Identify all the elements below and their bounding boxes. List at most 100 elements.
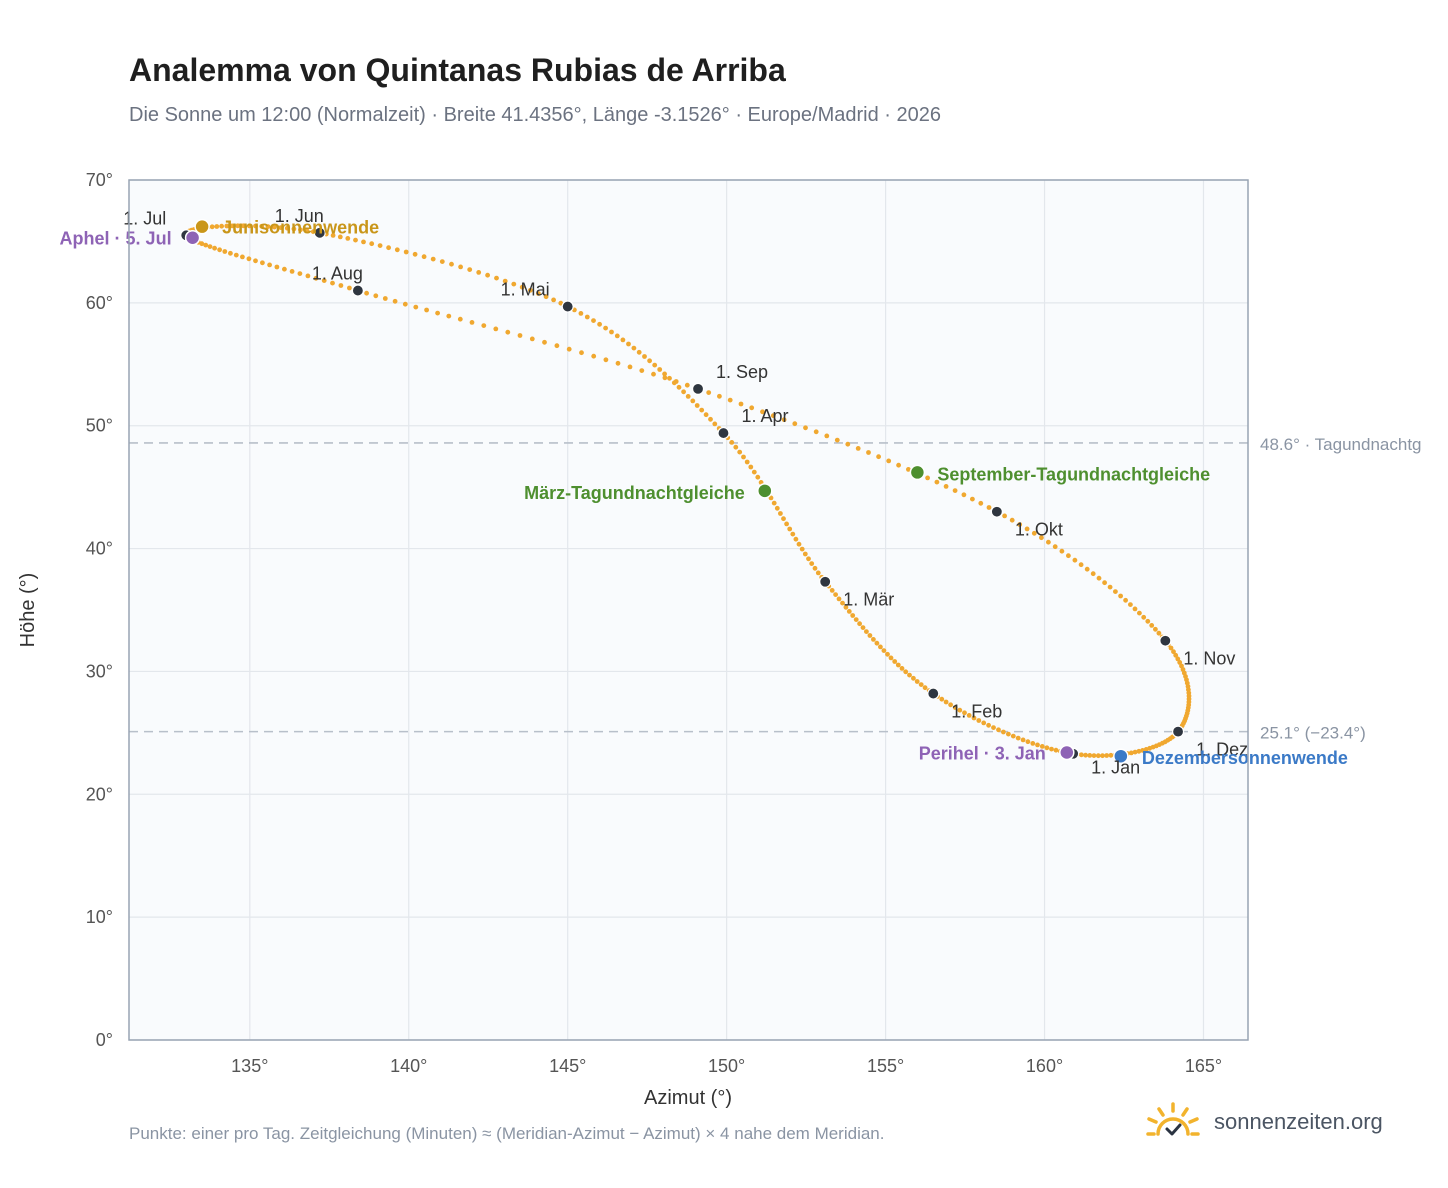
month-marker [351,284,364,297]
month-marker [717,426,730,440]
daily-sun-position [457,316,463,322]
daily-sun-position [966,713,972,718]
daily-sun-position [260,260,265,266]
daily-sun-position [970,496,975,502]
daily-sun-position [1141,614,1147,620]
daily-sun-position [203,242,209,248]
brand-name[interactable]: sonnenzeiten.org [1214,1109,1383,1134]
daily-sun-position [748,464,754,470]
daily-sun-position [458,264,463,270]
daily-sun-position [259,223,265,229]
y-tick-label: 40° [86,539,113,559]
daily-sun-position [850,613,856,618]
daily-sun-position [892,659,898,664]
daily-sun-position [241,223,246,229]
marker-labels: 1. Jan 1. Feb 1. Mär 1. Apr 1. Mai 1. Jun 1. J… [60,206,1348,778]
x-tick-label: 160° [1026,1056,1063,1076]
daily-sun-position [1140,748,1145,753]
event-marker-december-solstice [1113,748,1129,764]
daily-sun-position [846,609,852,614]
daily-sun-position [627,364,633,370]
event-marker-perihelion-aphelion [184,229,201,246]
month-label: 1. Jun [275,206,324,226]
daily-sun-position [676,384,682,390]
daily-sun-position [647,358,652,364]
brand[interactable]: sonnenzeiten.org [1146,1102,1383,1142]
daily-sun-position [741,454,746,460]
daily-sun-position [639,368,645,373]
daily-sun-position [853,617,859,622]
daily-sun-position [519,284,525,290]
daily-sun-position [684,382,690,388]
daily-sun-position [699,407,705,413]
daily-sun-position [899,666,905,671]
event-label: Junisonnenwende [222,218,379,238]
daily-sun-position [1113,589,1118,594]
daily-sun-position [636,349,642,355]
daily-sun-position [1079,752,1084,758]
y-tick-label: 0° [96,1030,113,1050]
daily-sun-position [1078,562,1084,568]
daily-sun-position [888,655,894,661]
daily-sun-position [996,727,1001,733]
event-label: Perihel · 3. Jan [919,744,1046,764]
daily-sun-position [1035,742,1040,748]
daily-sun-position [885,651,890,657]
daily-sun-position [1002,513,1007,519]
daily-sun-position [727,397,733,403]
daily-sun-position [446,313,452,319]
daily-sun-position [578,311,584,316]
daily-sun-position [297,271,303,276]
daily-sun-position [337,234,343,240]
daily-sun-position [662,371,667,377]
daily-sun-position [976,718,982,723]
daily-sun-position [609,329,614,335]
daily-sun-position [881,648,887,653]
month-label: 1. Mär [843,590,894,610]
daily-sun-position [229,223,235,229]
daily-sun-position [505,329,511,335]
daily-sun-position [803,425,808,431]
daily-sun-position [1015,735,1021,741]
daily-sun-position [737,449,743,455]
daily-sun-position [806,556,811,562]
daily-sun-position [878,644,883,650]
daily-sun-position [289,269,295,274]
daily-sun-position [751,469,757,475]
y-tick-label: 10° [86,907,113,927]
daily-sun-position [1128,602,1133,607]
month-label: 1. Apr [741,406,788,426]
daily-sun-position [1024,526,1030,532]
daily-sun-position [712,421,718,427]
daily-sun-position [939,696,945,702]
daily-sun-position [793,536,799,542]
daily-sun-position [685,394,691,399]
daily-sun-position [896,462,901,468]
daily-sun-position [833,592,838,597]
daily-sun-position [284,225,290,231]
y-tick-label: 60° [86,293,113,313]
daily-sun-position [278,225,284,231]
month-marker [990,505,1003,518]
daily-sun-position [922,685,928,691]
daily-sun-position [1149,623,1155,628]
analemma-curve [183,223,1192,759]
daily-sun-position [1137,610,1142,616]
daily-sun-position [717,393,722,399]
daily-sun-position [876,454,881,460]
daily-sun-position [449,261,454,267]
daily-sun-position [824,433,830,439]
daily-sun-position [554,343,560,349]
daily-sun-position [986,505,992,510]
daily-sun-position [511,281,517,287]
daily-sun-position [755,474,761,480]
daily-sun-position [615,360,621,366]
daily-sun-position [1143,747,1149,752]
daily-sun-position [1145,618,1151,624]
daily-sun-position [1083,752,1088,758]
daily-sun-position [1132,606,1138,612]
daily-sun-position [1091,753,1097,758]
daily-sun-position [855,446,861,451]
daily-sun-position [1136,748,1142,754]
daily-sun-position [971,715,977,721]
